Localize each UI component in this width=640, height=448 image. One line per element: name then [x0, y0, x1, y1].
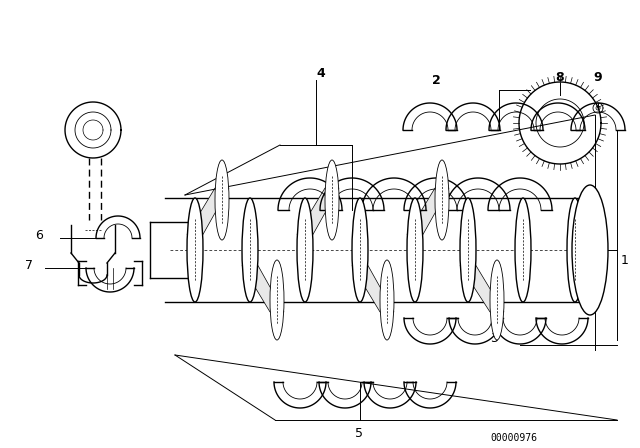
Text: 7: 7: [25, 258, 33, 271]
Ellipse shape: [242, 198, 258, 302]
Ellipse shape: [270, 260, 284, 340]
Polygon shape: [187, 188, 229, 234]
Ellipse shape: [325, 160, 339, 240]
Text: 9: 9: [593, 70, 602, 83]
Text: 5: 5: [355, 426, 363, 439]
Ellipse shape: [435, 160, 449, 240]
Ellipse shape: [490, 260, 504, 340]
Text: 3: 3: [490, 332, 498, 345]
Ellipse shape: [297, 198, 313, 302]
Polygon shape: [242, 266, 284, 312]
Ellipse shape: [352, 198, 368, 302]
Ellipse shape: [380, 260, 394, 340]
Text: 6: 6: [35, 228, 43, 241]
Text: 8: 8: [555, 70, 564, 83]
Ellipse shape: [515, 198, 531, 302]
Polygon shape: [297, 188, 339, 234]
Polygon shape: [407, 188, 449, 234]
Polygon shape: [352, 266, 394, 312]
Ellipse shape: [187, 198, 203, 302]
Ellipse shape: [567, 198, 583, 302]
Ellipse shape: [572, 185, 608, 315]
Ellipse shape: [215, 160, 229, 240]
Ellipse shape: [460, 198, 476, 302]
Ellipse shape: [407, 198, 423, 302]
Text: 4: 4: [316, 66, 324, 79]
Text: 00000976: 00000976: [490, 433, 537, 443]
Polygon shape: [460, 266, 504, 312]
Text: 2: 2: [432, 73, 441, 86]
Text: 1: 1: [621, 254, 629, 267]
